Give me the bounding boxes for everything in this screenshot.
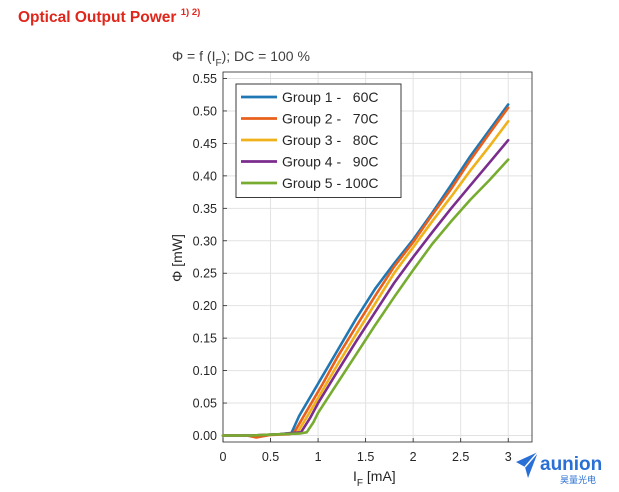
watermark-brand: aunion bbox=[540, 454, 602, 475]
y-tick-label: 0.45 bbox=[193, 137, 217, 151]
y-axis-label: Φ [mW] bbox=[169, 234, 185, 282]
y-tick-label: 0.25 bbox=[193, 267, 217, 281]
chart-legend: Group 1 - 60C Group 2 - 70C Group 3 - 80C G… bbox=[235, 83, 402, 198]
legend-label: Group 1 - 60C bbox=[282, 89, 379, 105]
y-axis-ticks: 0.00 0.05 0.10 0.15 0.20 0.25 0.30 0.35 0.40 0.45… bbox=[193, 72, 227, 443]
chart-series bbox=[221, 103, 510, 439]
legend-label: Group 4 - 90C bbox=[282, 154, 379, 170]
chart-title-suffix: ); DC = 100 % bbox=[222, 48, 310, 64]
heading-text: Optical Output Power bbox=[18, 9, 177, 27]
x-tick-label: 0.5 bbox=[262, 450, 279, 464]
y-tick-label: 0.30 bbox=[193, 234, 217, 248]
x-tick-label: 1 bbox=[315, 450, 322, 464]
y-tick-label: 0.15 bbox=[193, 332, 217, 346]
x-axis-label-unit: [mA] bbox=[363, 468, 396, 484]
x-axis-label-sub: F bbox=[357, 478, 363, 489]
aunion-watermark: aunion 昊量光电 bbox=[514, 448, 614, 486]
plot-frame bbox=[222, 71, 533, 443]
x-tick-label: 3 bbox=[505, 450, 512, 464]
y-tick-label: 0.50 bbox=[193, 104, 217, 118]
x-axis-label: IF [mA] bbox=[353, 468, 396, 489]
series-line-group-5 bbox=[221, 158, 510, 437]
x-tick-label: 0 bbox=[220, 450, 227, 464]
chart-heading: Optical Output Power 1) 2) bbox=[18, 7, 201, 27]
chart-title: Φ = f (IF); DC = 100 % bbox=[172, 48, 310, 69]
watermark-brand-cn: 昊量光电 bbox=[560, 474, 596, 486]
legend-label: Group 3 - 80C bbox=[282, 132, 379, 148]
x-tick-label: 1.5 bbox=[357, 450, 374, 464]
x-tick-label: 2 bbox=[410, 450, 417, 464]
heading-refs: 1) 2) bbox=[180, 7, 201, 18]
chart-title-sub: F bbox=[215, 58, 221, 69]
y-tick-label: 0.40 bbox=[193, 169, 217, 183]
x-axis-label-main: I bbox=[353, 468, 357, 484]
legend-label: Group 5 - 100C bbox=[282, 175, 379, 191]
y-tick-label: 0.00 bbox=[193, 429, 217, 443]
legend-label: Group 2 - 70C bbox=[282, 111, 379, 127]
y-tick-label: 0.20 bbox=[193, 299, 217, 313]
x-axis-ticks: 0 0.5 1 1.5 2 2.5 3 bbox=[220, 438, 512, 464]
y-tick-label: 0.35 bbox=[193, 202, 217, 216]
y-tick-label: 0.10 bbox=[193, 364, 217, 378]
y-tick-label: 0.55 bbox=[193, 72, 217, 86]
x-tick-label: 2.5 bbox=[452, 450, 469, 464]
y-tick-label: 0.05 bbox=[193, 397, 217, 411]
chart-title-prefix: Φ = f (I bbox=[172, 48, 215, 64]
